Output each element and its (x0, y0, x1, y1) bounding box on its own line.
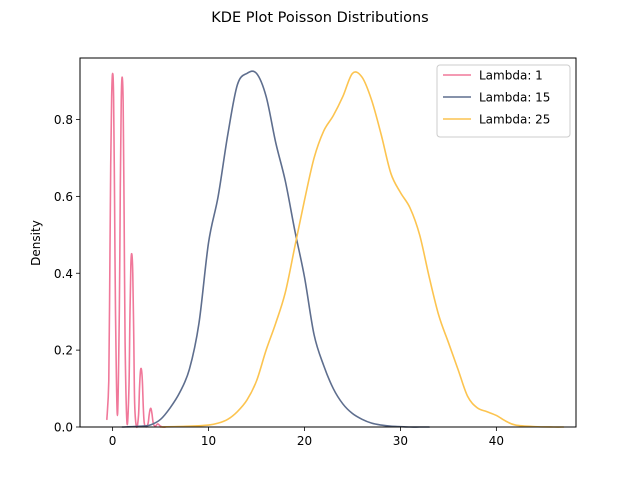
x-axis: 0 10 20 30 40 (109, 427, 504, 448)
series-line-lambda-1 (106, 72, 167, 429)
x-tick-label: 10 (201, 434, 216, 448)
legend-label-lambda-15: Lambda: 15 (479, 91, 550, 105)
y-tick-label: 0.6 (54, 190, 73, 204)
series-line-lambda-15 (121, 70, 431, 428)
x-tick-label: 30 (393, 434, 408, 448)
y-axis-label: Density (29, 220, 43, 266)
series-line-lambda-25 (159, 71, 565, 428)
chart-title: KDE Plot Poisson Distributions (211, 10, 428, 26)
legend-label-lambda-25: Lambda: 25 (479, 113, 550, 127)
legend: Lambda: 1 Lambda: 15 Lambda: 25 (436, 64, 571, 138)
y-tick-label: 0.4 (54, 267, 73, 281)
legend-label-lambda-1: Lambda: 1 (479, 69, 543, 83)
y-tick-label: 0.2 (54, 344, 73, 358)
x-tick-label: 20 (297, 434, 312, 448)
y-tick-label: 0.8 (54, 113, 73, 127)
y-tick-label: 0.0 (54, 421, 73, 435)
y-axis: 0.0 0.2 0.4 0.6 0.8 (54, 113, 80, 435)
plot-area (79, 57, 577, 429)
x-tick-label: 40 (489, 434, 504, 448)
x-tick-label: 0 (109, 434, 117, 448)
series-layer (106, 70, 565, 429)
axes-frame (79, 57, 577, 428)
